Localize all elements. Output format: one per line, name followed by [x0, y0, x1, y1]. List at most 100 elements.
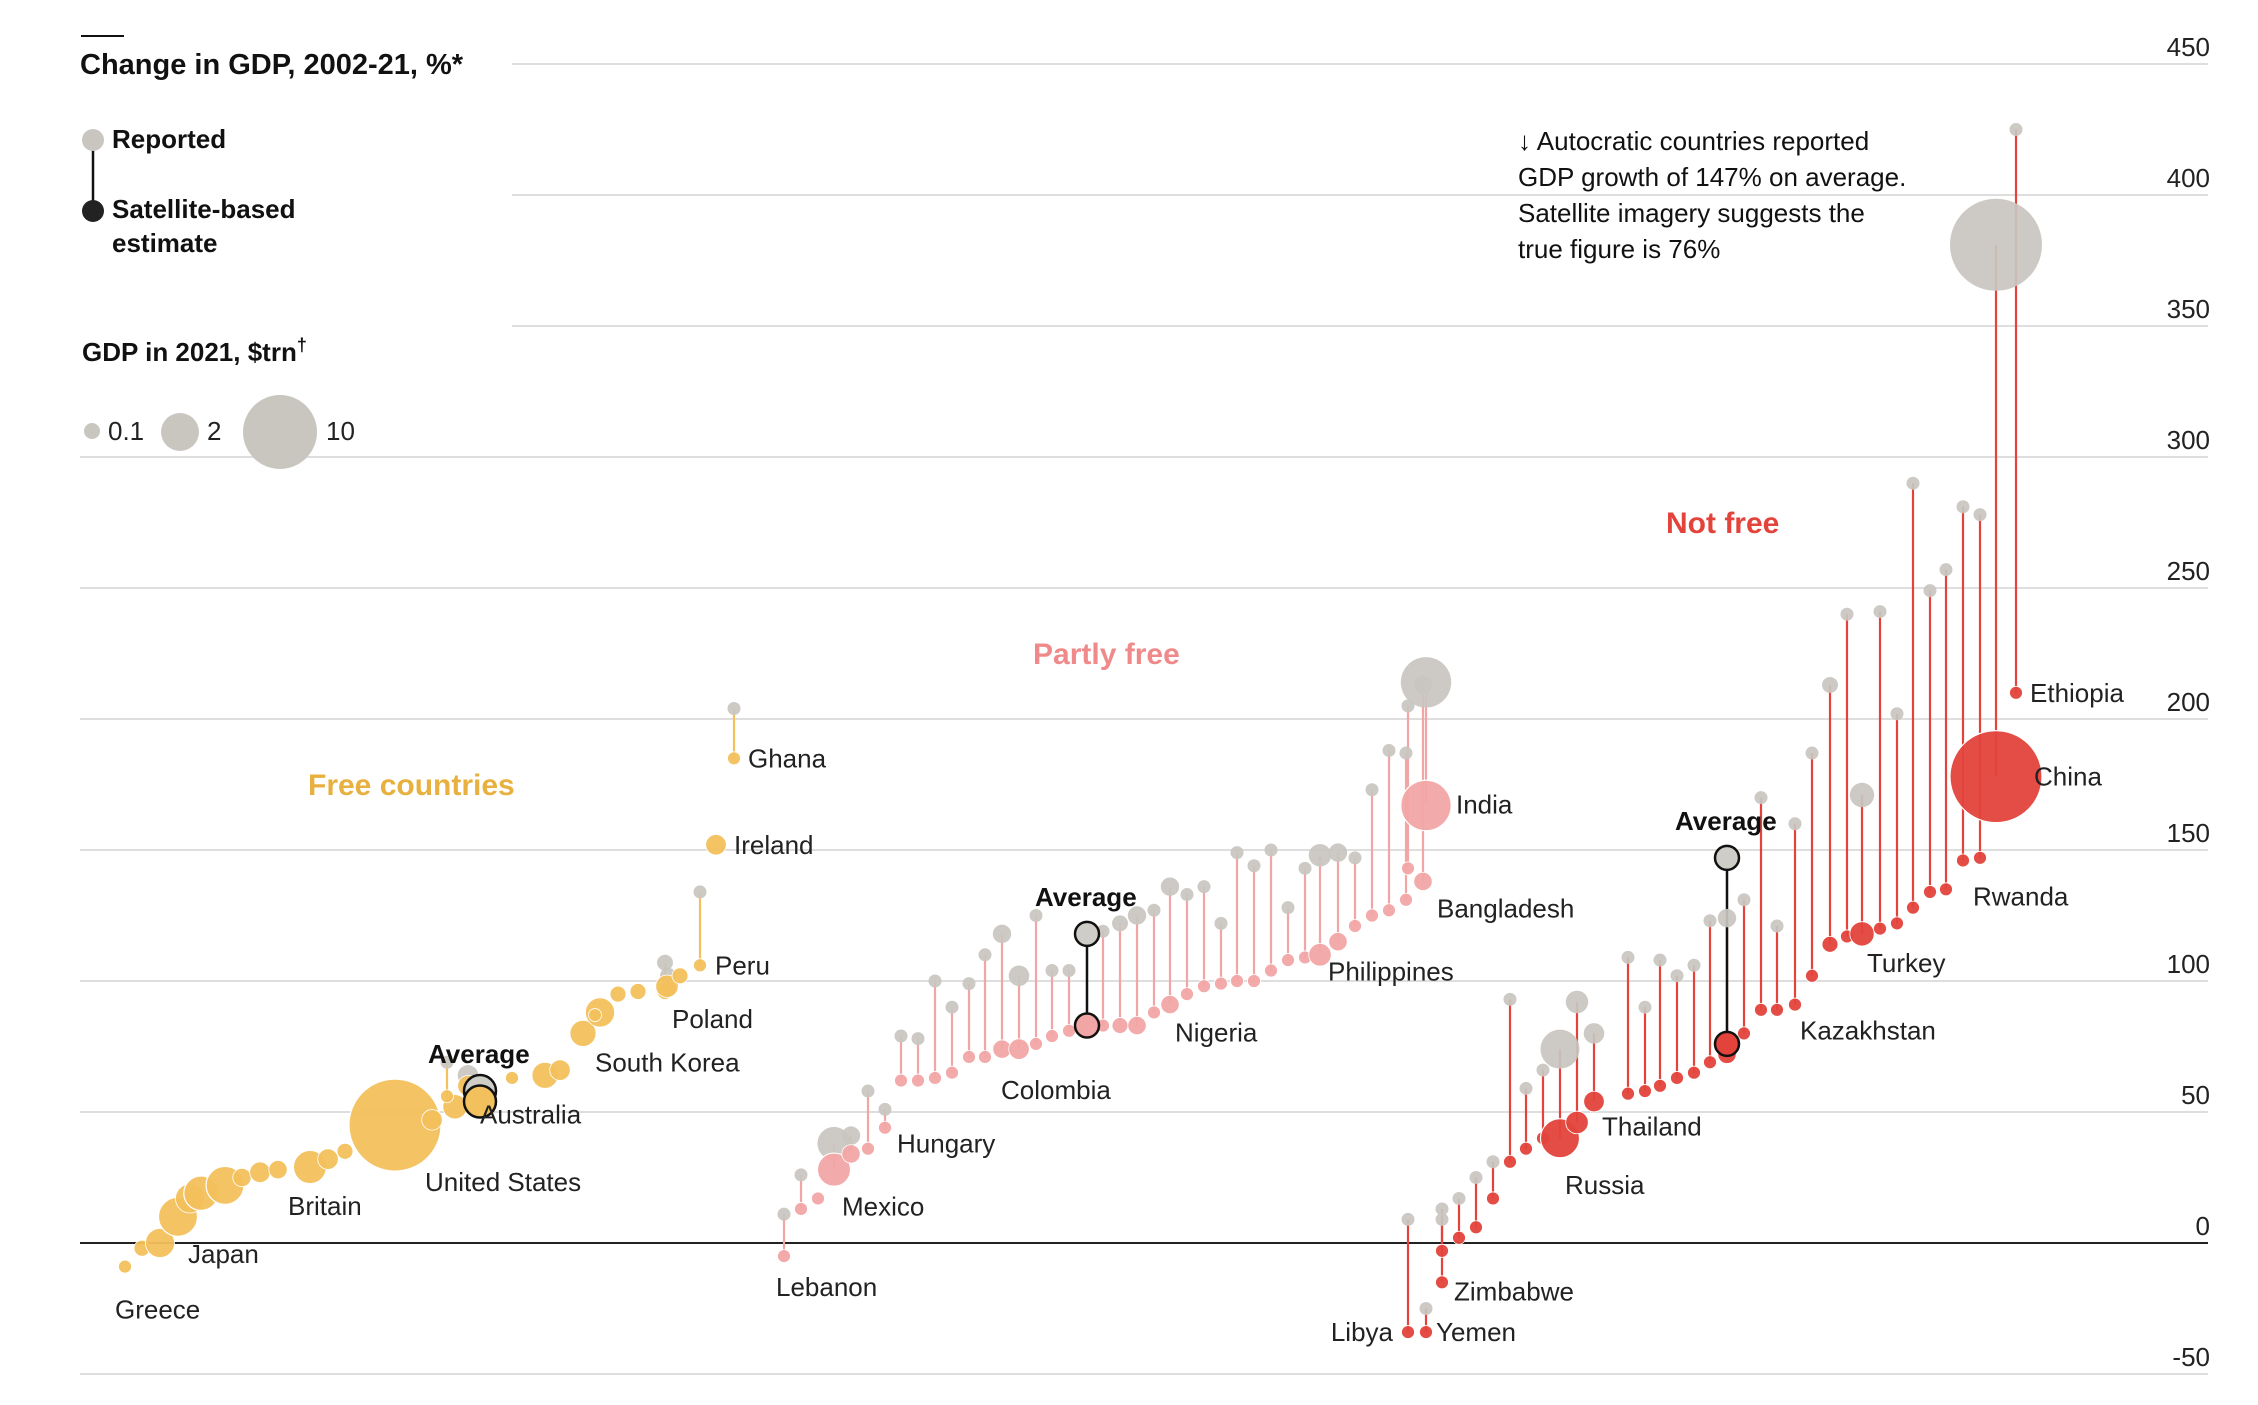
label-libya: Libya — [1331, 1317, 1394, 1347]
satellite-dot-partly-27 — [1247, 974, 1261, 988]
legend: Change in GDP, 2002-21, %* Reported Sate… — [80, 35, 464, 469]
reported-dot-partly-30 — [1298, 861, 1312, 875]
average-label-notfree: Average — [1675, 806, 1777, 836]
satellite-dot-thailand — [1583, 1090, 1605, 1113]
reported-dot-lebanon — [777, 1207, 791, 1221]
reported-dot-free-26 — [657, 954, 673, 971]
reported-dot-partly-16 — [1045, 964, 1059, 978]
label-hungary: Hungary — [897, 1129, 995, 1159]
label-japan: Japan — [188, 1239, 259, 1269]
y-tick-250: 250 — [2167, 556, 2210, 586]
satellite-dot-libya — [1401, 1325, 1415, 1339]
reported-dot-notfree-7 — [1503, 992, 1517, 1006]
label-greece: Greece — [115, 1295, 200, 1325]
satellite-dot-free-11 — [317, 1148, 339, 1170]
y-tick-50: -50 — [2172, 1342, 2210, 1372]
satellite-dot-free-19 — [505, 1071, 519, 1085]
label-ghana: Ghana — [748, 743, 827, 773]
label-south-korea: South Korea — [595, 1047, 740, 1077]
satellite-dot-partly-12 — [978, 1050, 992, 1064]
reported-dot-ethiopia — [2009, 123, 2023, 136]
reported-dot-partly-24 — [1197, 880, 1211, 894]
legend-size-title: GDP in 2021, $trn† — [82, 335, 307, 367]
y-tick-100: 100 — [2167, 949, 2210, 979]
reported-dot-india — [1400, 657, 1452, 708]
reported-dot-partly-26 — [1230, 846, 1244, 860]
legend-reported-dot — [82, 129, 104, 151]
satellite-dot-notfree-31 — [1923, 885, 1937, 899]
label-lebanon: Lebanon — [776, 1272, 877, 1302]
satellite-dot-notfree-21 — [1754, 1002, 1768, 1017]
satellite-dot-partly-34 — [1365, 908, 1379, 923]
satellite-dot-free-25 — [588, 1008, 602, 1022]
satellite-dot-partly-11 — [962, 1050, 976, 1064]
satellite-dot-notfree-14 — [1638, 1084, 1652, 1098]
reported-dot-philippines — [1328, 843, 1348, 862]
satellite-dot-notfree-32 — [1939, 882, 1953, 897]
y-tick-200: 200 — [2167, 687, 2210, 717]
data-points — [118, 123, 2043, 1339]
reported-dot-hungary — [878, 1102, 892, 1116]
group-label-not-free: Not free — [1666, 507, 1779, 540]
satellite-dot-partly-33 — [1348, 919, 1362, 933]
reported-dot-partly-17 — [1062, 964, 1076, 978]
label-britain: Britain — [288, 1191, 362, 1221]
reported-dot-notfree-26 — [1840, 607, 1854, 621]
reported-dot-partly-9 — [928, 974, 942, 988]
satellite-dot-notfree-24 — [1805, 968, 1819, 983]
label-poland: Poland — [672, 1004, 753, 1034]
satellite-dot-notfree-22 — [1770, 1002, 1784, 1017]
y-tick-0: 0 — [2196, 1211, 2210, 1241]
average-reported-partly — [1073, 920, 1101, 948]
reported-dot-partly-23 — [1180, 888, 1194, 902]
reported-dot-partly-35 — [1382, 743, 1396, 757]
reported-dot-notfree-31 — [1923, 584, 1937, 598]
y-tick-400: 400 — [2167, 163, 2210, 193]
satellite-dot-partly-36 — [1399, 892, 1413, 907]
legend-size-label-medium: 2 — [207, 416, 221, 446]
legend-satellite-dot — [82, 200, 104, 222]
reported-dot-notfree-8 — [1519, 1081, 1533, 1095]
label-colombia: Colombia — [1001, 1075, 1111, 1105]
reported-dot-nigeria — [1160, 877, 1180, 896]
reported-dot-partly-10 — [945, 1000, 959, 1014]
satellite-dot-partly-29 — [1281, 953, 1295, 967]
reported-dot-notfree-24 — [1805, 746, 1819, 760]
group-label-free: Free countries — [308, 769, 515, 802]
satellite-dot-zimbabwe — [1435, 1275, 1449, 1290]
satellite-dot-partly-7 — [894, 1073, 908, 1088]
average-label-partly: Average — [1035, 882, 1137, 912]
reported-dot-partly-13 — [992, 924, 1012, 944]
satellite-dot-nigeria — [1160, 994, 1180, 1015]
reported-dot-notfree-32 — [1939, 563, 1953, 577]
satellite-dot-partly-20 — [1127, 1015, 1147, 1036]
label-yemen: Yemen — [1436, 1317, 1516, 1347]
reported-dot-notfree-16 — [1670, 969, 1684, 983]
satellite-dot-india — [1400, 779, 1452, 832]
reported-dot-notfree-19 — [1717, 908, 1737, 928]
satellite-dot-partly-26 — [1230, 974, 1244, 988]
satellite-dot-notfree-29 — [1890, 916, 1904, 931]
reported-dot-notfree-28 — [1873, 605, 1887, 619]
reported-dot-partly-36 — [1399, 746, 1413, 760]
satellite-dot-notfree-8 — [1519, 1141, 1533, 1156]
label-peru: Peru — [715, 950, 770, 980]
satellite-dot-notfree-30 — [1906, 900, 1920, 915]
satellite-dot-partly-25 — [1214, 976, 1228, 991]
reported-dot-partly-34 — [1365, 783, 1379, 797]
satellite-dot-notfree-25 — [1821, 935, 1839, 953]
satellite-dot-partly-17 — [1062, 1023, 1076, 1038]
group-label-partly-free: Partly free — [1033, 638, 1180, 671]
reported-dot-notfree-17 — [1687, 958, 1701, 972]
satellite-dot-free-9 — [268, 1160, 288, 1180]
reported-dot-partly-20 — [1127, 906, 1147, 925]
y-tick-150: 150 — [2167, 818, 2210, 848]
satellite-dot-partly-8 — [911, 1073, 925, 1088]
label-zimbabwe: Zimbabwe — [1454, 1276, 1574, 1306]
satellite-dot-notfree-11 — [1565, 1110, 1589, 1135]
annotation-line-2: GDP growth of 147% on average. — [1518, 162, 1906, 192]
label-nigeria: Nigeria — [1175, 1018, 1258, 1048]
satellite-dot-notfree-4 — [1452, 1230, 1466, 1245]
satellite-dot-poland — [655, 974, 679, 998]
